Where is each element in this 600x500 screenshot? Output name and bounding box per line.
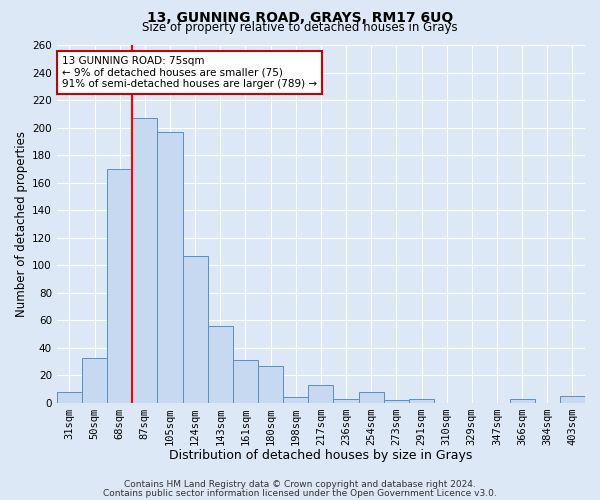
Bar: [560, 396, 585, 403]
Bar: [157, 132, 182, 403]
Bar: [107, 169, 132, 403]
Bar: [258, 366, 283, 403]
Bar: [509, 399, 535, 403]
Bar: [283, 398, 308, 403]
Bar: [359, 392, 384, 403]
Bar: [334, 399, 359, 403]
Bar: [182, 256, 208, 403]
Y-axis label: Number of detached properties: Number of detached properties: [15, 131, 28, 317]
Text: 13 GUNNING ROAD: 75sqm
← 9% of detached houses are smaller (75)
91% of semi-deta: 13 GUNNING ROAD: 75sqm ← 9% of detached …: [62, 56, 317, 89]
Bar: [384, 400, 409, 403]
Text: Contains HM Land Registry data © Crown copyright and database right 2024.: Contains HM Land Registry data © Crown c…: [124, 480, 476, 489]
Bar: [132, 118, 157, 403]
X-axis label: Distribution of detached houses by size in Grays: Distribution of detached houses by size …: [169, 450, 473, 462]
Bar: [57, 392, 82, 403]
Bar: [409, 399, 434, 403]
Text: 13, GUNNING ROAD, GRAYS, RM17 6UQ: 13, GUNNING ROAD, GRAYS, RM17 6UQ: [147, 11, 453, 25]
Text: Size of property relative to detached houses in Grays: Size of property relative to detached ho…: [142, 22, 458, 35]
Bar: [208, 326, 233, 403]
Text: Contains public sector information licensed under the Open Government Licence v3: Contains public sector information licen…: [103, 488, 497, 498]
Bar: [308, 385, 334, 403]
Bar: [233, 360, 258, 403]
Bar: [82, 358, 107, 403]
